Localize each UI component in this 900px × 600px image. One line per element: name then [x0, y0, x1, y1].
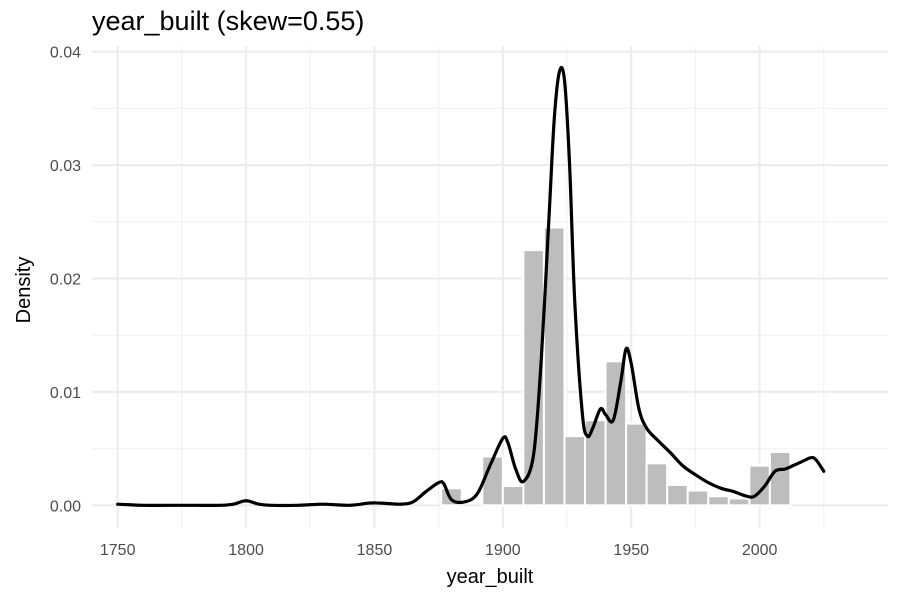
histogram-bar — [666, 483, 689, 507]
x-tick-label: 1750 — [100, 542, 136, 559]
x-axis-ticks: 1750 1800 1850 1900 1950 2000 — [100, 542, 778, 559]
y-tick-label: 0.00 — [50, 498, 81, 515]
x-tick-label: 2000 — [742, 542, 778, 559]
x-tick-label: 1950 — [613, 542, 649, 559]
histogram-bar — [625, 422, 648, 507]
x-tick-label: 1850 — [357, 542, 393, 559]
chart-title: year_built (skew=0.55) — [92, 6, 365, 36]
histogram-bar — [707, 495, 730, 507]
histogram-bar — [768, 451, 792, 507]
y-tick-label: 0.03 — [50, 158, 81, 175]
density-curve — [116, 66, 826, 508]
histogram-bar — [481, 455, 504, 507]
histogram-bar — [501, 485, 525, 507]
y-tick-label: 0.04 — [50, 45, 81, 62]
x-axis-title: year_built — [447, 566, 534, 588]
histogram-bar — [542, 226, 566, 507]
histogram-bar — [563, 435, 587, 507]
histogram-bar — [686, 489, 710, 507]
histogram-bar — [727, 497, 751, 507]
histogram-bar — [604, 360, 628, 507]
histogram-bar — [584, 419, 607, 507]
grid — [92, 46, 888, 528]
y-tick-label: 0.01 — [50, 385, 81, 402]
histogram-bars — [440, 226, 792, 507]
y-axis-ticks: 0.00 0.01 0.02 0.03 0.04 — [50, 45, 81, 516]
y-axis-title: Density — [13, 257, 35, 324]
x-tick-label: 1800 — [228, 542, 264, 559]
y-tick-label: 0.02 — [50, 271, 81, 288]
histogram-bar — [645, 462, 669, 507]
x-tick-label: 1900 — [485, 542, 521, 559]
